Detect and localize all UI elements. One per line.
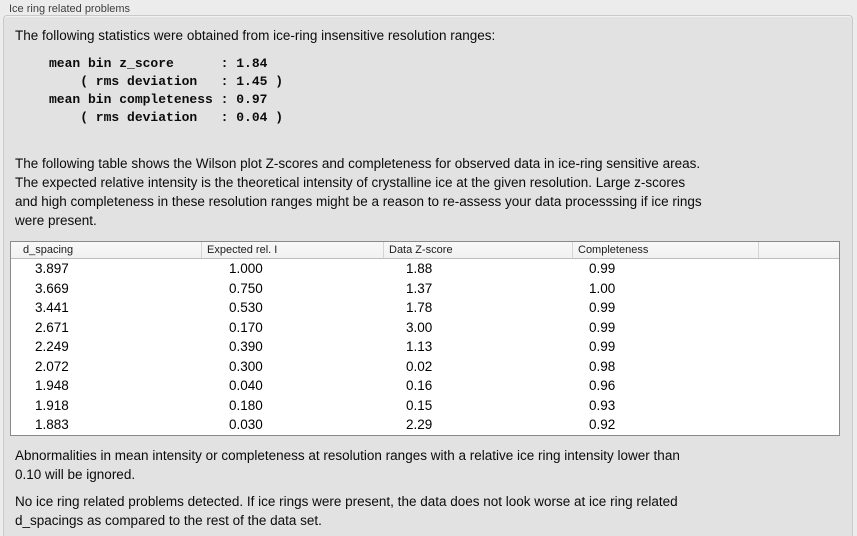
table-cell: 0.99 — [589, 261, 616, 276]
table-cell: 1.37 — [406, 280, 433, 296]
table-cell: 0.530 — [229, 300, 263, 315]
table-cell — [759, 279, 839, 299]
table-cell: 3.897 — [35, 261, 69, 276]
table-row[interactable]: 2.249 0.390 1.13 0.99 — [11, 337, 839, 357]
group-box-title: Ice ring related problems — [9, 3, 131, 15]
table-cell — [759, 259, 839, 279]
table-cell: 0.030 — [229, 417, 263, 432]
table-cell: 0.390 — [229, 339, 263, 354]
table-cell: 0.040 — [229, 378, 263, 393]
table-cell: 1.78 — [406, 300, 433, 315]
table-row[interactable]: 1.948 0.040 0.16 0.96 — [11, 376, 839, 396]
table-cell: 2.072 — [35, 358, 69, 374]
table-cell: 0.92 — [589, 417, 616, 432]
table-cell — [759, 415, 839, 435]
table-cell: 0.93 — [589, 397, 616, 413]
intro-text: The following statistics were obtained f… — [15, 28, 496, 43]
table-cell: 2.29 — [406, 417, 433, 432]
table-cell: 0.750 — [229, 280, 263, 296]
stats-block: mean bin z_score : 1.84 ( rms deviation … — [49, 56, 284, 125]
table-cell — [759, 357, 839, 377]
table-header-row: d_spacing Expected rel. I Data Z-score Comp… — [11, 242, 839, 259]
table-cell: 3.441 — [35, 300, 69, 315]
table-cell: 1.88 — [406, 261, 433, 276]
table-row[interactable]: 3.441 0.530 1.78 0.99 — [11, 298, 839, 318]
table-cell: 3.669 — [35, 280, 69, 296]
ice-ring-table: d_spacing Expected rel. I Data Z-score Comp… — [10, 241, 840, 436]
table-cell: 1.883 — [35, 417, 69, 432]
table-cell — [759, 337, 839, 357]
column-header-completeness[interactable]: Completeness — [573, 242, 759, 258]
table-cell: 0.15 — [406, 397, 433, 413]
ignore-note: Abnormalities in mean intensity or compl… — [15, 448, 680, 482]
table-cell: 0.98 — [589, 358, 616, 374]
table-cell: 0.99 — [589, 339, 616, 354]
table-cell: 1.13 — [406, 339, 433, 354]
table-cell: 1.918 — [35, 397, 69, 413]
table-cell — [759, 396, 839, 416]
table-cell: 2.249 — [35, 339, 69, 354]
table-row[interactable]: 3.669 0.750 1.37 1.00 — [11, 278, 839, 299]
table-row[interactable]: 2.671 0.170 3.00 0.99 — [11, 317, 839, 338]
table-cell: 0.16 — [406, 378, 433, 393]
table-row[interactable]: 1.883 0.030 2.29 0.92 — [11, 415, 839, 435]
table-cell: 2.671 — [35, 319, 69, 335]
table-cell — [759, 298, 839, 318]
column-header-expected-rel-i[interactable]: Expected rel. I — [202, 242, 384, 258]
table-description: The following table shows the Wilson plo… — [15, 156, 702, 228]
table-row[interactable]: 2.072 0.300 0.02 0.98 — [11, 356, 839, 377]
table-cell: 0.96 — [589, 378, 616, 393]
table-cell: 1.00 — [589, 280, 616, 296]
table-cell: 0.02 — [406, 358, 433, 374]
table-cell: 1.000 — [229, 261, 263, 276]
table-row[interactable]: 1.918 0.180 0.15 0.93 — [11, 395, 839, 416]
column-header-d-spacing[interactable]: d_spacing — [11, 242, 202, 258]
table-cell: 3.00 — [406, 319, 433, 335]
table-cell — [759, 376, 839, 396]
table-cell: 0.99 — [589, 319, 616, 335]
group-box-panel: The following statistics were obtained f… — [3, 15, 853, 536]
column-header-filler — [759, 242, 839, 258]
conclusion-text: No ice ring related problems detected. I… — [15, 494, 678, 528]
table-cell: 0.180 — [229, 397, 263, 413]
column-header-data-z-score[interactable]: Data Z-score — [384, 242, 573, 258]
table-cell: 0.170 — [229, 319, 263, 335]
table-row[interactable]: 3.897 1.000 1.88 0.99 — [11, 259, 839, 279]
table-cell: 0.300 — [229, 358, 263, 374]
table-body: 3.897 1.000 1.88 0.99 3.669 0.750 1.37 1.00 3.44… — [11, 259, 839, 435]
table-cell: 0.99 — [589, 300, 616, 315]
table-cell: 1.948 — [35, 378, 69, 393]
table-cell — [759, 318, 839, 338]
